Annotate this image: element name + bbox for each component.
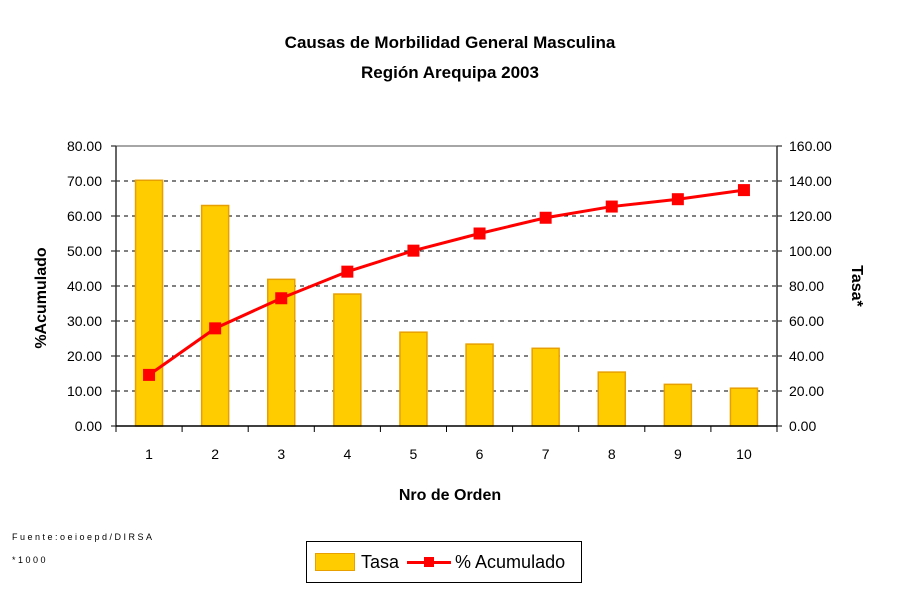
y-left-tick-label: 60.00: [67, 208, 102, 224]
y-left-tick-label: 10.00: [67, 383, 102, 399]
y-left-tick-label: 20.00: [67, 348, 102, 364]
x-tick-label: 9: [674, 446, 682, 462]
bar-tasa: [729, 387, 759, 427]
x-tick-label: 2: [211, 446, 219, 462]
legend-acumulado-line-icon: [407, 556, 452, 567]
y-right-tick-label: 60.00: [789, 313, 824, 329]
x-tick-label: 8: [608, 446, 616, 462]
y-right-tick-label: 160.00: [789, 138, 832, 154]
y-right-tick-label: 40.00: [789, 348, 824, 364]
chart-subtitle: Región Arequipa 2003: [361, 63, 539, 82]
marker-acumulado: [209, 322, 222, 335]
y-axis-left-label: %Acumulado: [33, 247, 50, 349]
marker-acumulado: [341, 265, 354, 278]
y-left-tick-label: 40.00: [67, 278, 102, 294]
y-left-tick-label: 50.00: [67, 243, 102, 259]
y-right-tick-label: 20.00: [789, 383, 824, 399]
legend-tasa-swatch: [315, 553, 355, 571]
y-right-tick-label: 0.00: [789, 418, 816, 434]
y-left-tick-label: 80.00: [67, 138, 102, 154]
bar-tasa: [663, 383, 693, 427]
marker-acumulado: [671, 193, 684, 206]
bar-tasa: [399, 331, 428, 427]
x-tick-label: 7: [542, 446, 550, 462]
marker-acumulado: [737, 184, 750, 197]
source-note: Fuente:oeioepd/DIRSA: [12, 532, 155, 542]
marker-acumulado: [473, 227, 486, 240]
y-left-tick-label: 0.00: [75, 418, 102, 434]
legend: Tasa % Acumulado: [306, 541, 582, 583]
y-axis-right-label: Tasa*: [848, 265, 865, 307]
y-right-tick-label: 120.00: [789, 208, 832, 224]
x-tick-label: 1: [145, 446, 153, 462]
unit-note: *1000: [12, 555, 49, 565]
x-tick-label: 10: [736, 446, 752, 462]
bar-tasa: [134, 179, 164, 427]
x-tick-label: 5: [410, 446, 418, 462]
bar-tasa: [597, 371, 626, 427]
legend-tasa-label: Tasa: [361, 551, 400, 572]
x-tick-label: 3: [277, 446, 285, 462]
marker-acumulado: [539, 211, 552, 224]
marker-acumulado: [605, 200, 618, 213]
marker-acumulado: [275, 292, 288, 305]
x-tick-label: 4: [343, 446, 351, 462]
bar-tasa: [200, 204, 230, 427]
marker-acumulado: [407, 244, 420, 257]
y-right-tick-label: 80.00: [789, 278, 824, 294]
bar-tasa: [465, 343, 494, 427]
y-left-tick-label: 70.00: [67, 173, 102, 189]
bar-tasa: [531, 347, 560, 427]
y-right-tick-label: 140.00: [789, 173, 832, 189]
marker-acumulado: [143, 368, 156, 381]
y-left-tick-label: 30.00: [67, 313, 102, 329]
legend-acumulado-label: % Acumulado: [455, 551, 566, 572]
y-right-tick-label: 100.00: [789, 243, 832, 259]
x-axis-label: Nro de Orden: [399, 487, 501, 504]
line-acumulado: [148, 188, 745, 377]
chart-title: Causas de Morbilidad General Masculina: [285, 33, 616, 52]
x-tick-label: 6: [476, 446, 484, 462]
bar-tasa: [333, 293, 362, 427]
